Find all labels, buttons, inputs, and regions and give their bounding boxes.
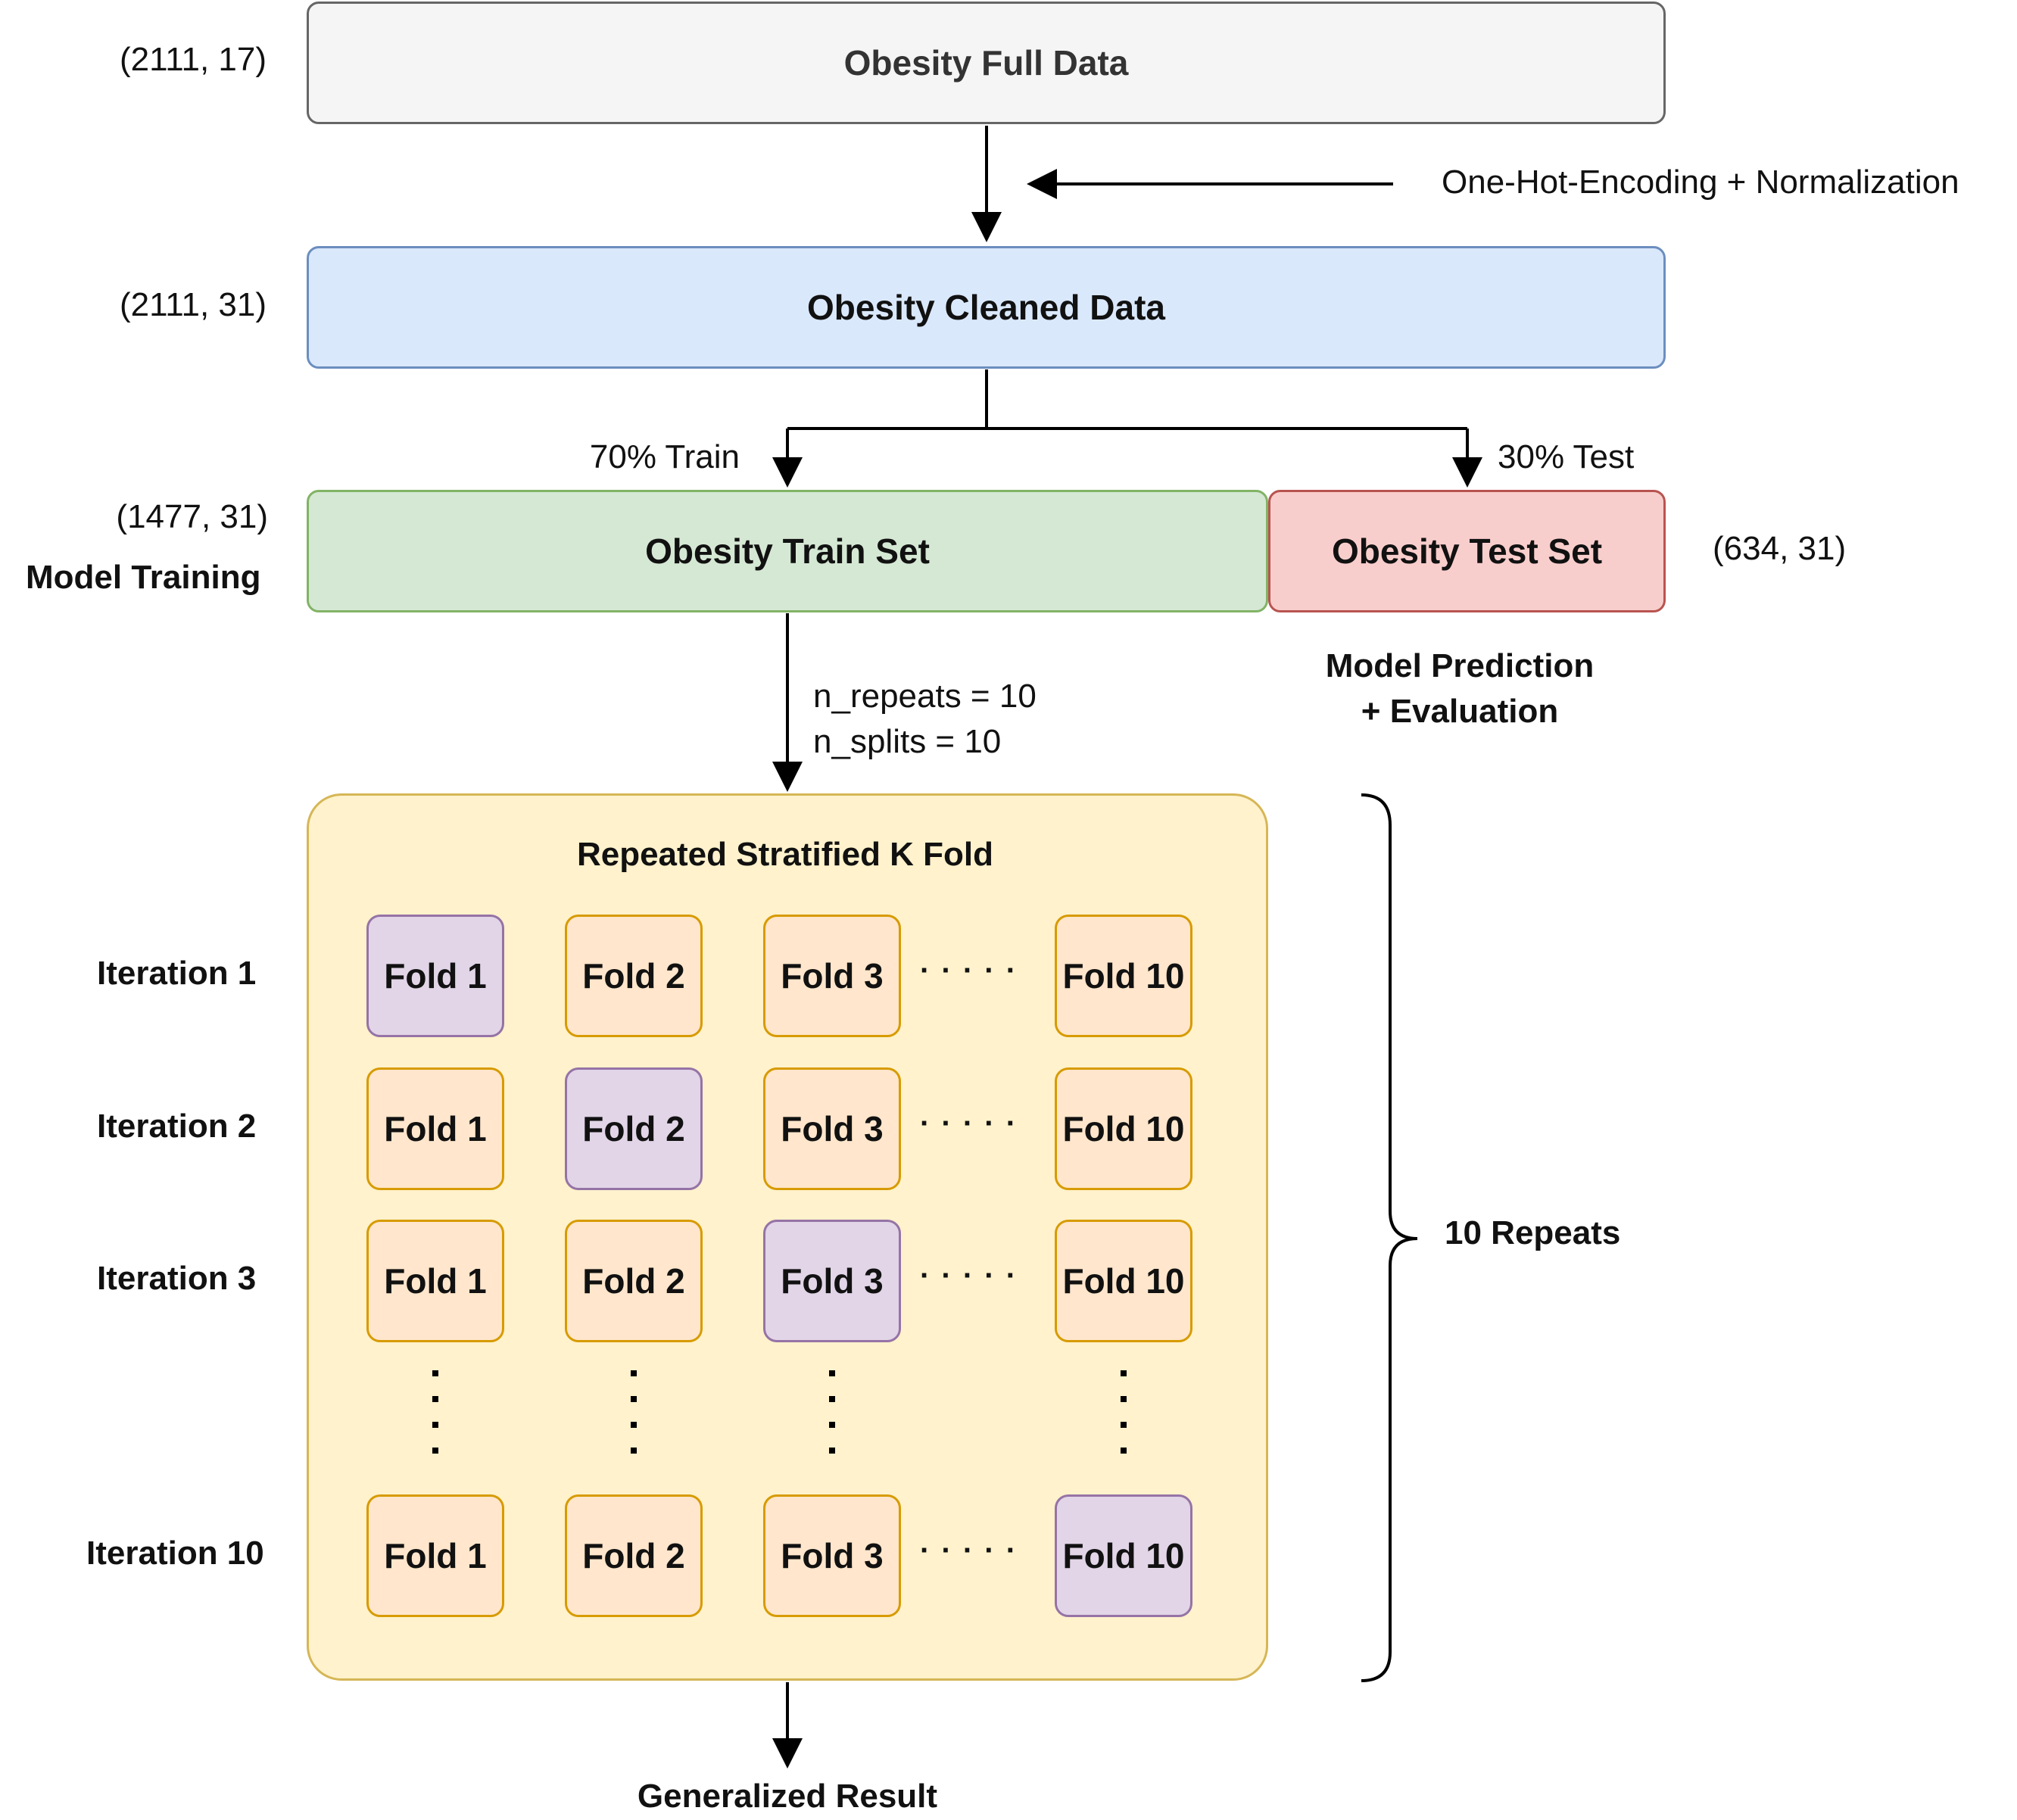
vertical-ellipsis-dot (432, 1396, 438, 1402)
test-set-shape: (634, 31) (1713, 530, 1847, 567)
model-training-label: Model Training (26, 559, 261, 596)
vertical-ellipsis-dot (829, 1448, 835, 1454)
vertical-ellipsis-dot (829, 1422, 835, 1428)
model-prediction-line1: Model Prediction (1325, 647, 1595, 684)
fold-label: Fold 1 (384, 956, 487, 996)
train-split-label: 70% Train (589, 438, 740, 475)
training-fold: Fold 1 (366, 1494, 504, 1617)
horizontal-ellipsis: · · · · · (920, 1259, 1018, 1292)
full-data-label: Obesity Full Data (843, 43, 1129, 83)
fold-label: Fold 10 (1062, 956, 1185, 996)
model-prediction-line2: + Evaluation (1361, 693, 1559, 730)
vertical-ellipsis-dot (829, 1396, 835, 1402)
fold-label: Fold 3 (781, 956, 884, 996)
training-fold: Fold 3 (763, 915, 901, 1037)
full-data-shape: (2111, 17) (119, 41, 267, 78)
generalized-result-label: Generalized Result (637, 1778, 938, 1815)
vertical-ellipsis-dot (1121, 1396, 1127, 1402)
train-set-shape: (1477, 31) (116, 498, 268, 535)
train-set-label: Obesity Train Set (645, 531, 930, 571)
vertical-ellipsis-dot (631, 1396, 637, 1402)
cleaned-data-label: Obesity Cleaned Data (807, 288, 1165, 327)
validation-fold: Fold 3 (763, 1220, 901, 1342)
training-fold: Fold 10 (1055, 1220, 1192, 1342)
fold-label: Fold 1 (384, 1109, 487, 1148)
vertical-ellipsis-dot (631, 1448, 637, 1454)
vertical-ellipsis-dot (1121, 1422, 1127, 1428)
training-fold: Fold 2 (565, 1220, 703, 1342)
preprocessing-label: One-Hot-Encoding + Normalization (1442, 164, 1959, 201)
horizontal-ellipsis: · · · · · (920, 1107, 1018, 1140)
vertical-ellipsis-dot (1121, 1448, 1127, 1454)
training-fold: Fold 1 (366, 1067, 504, 1190)
repeats-label: 10 Repeats (1445, 1214, 1621, 1251)
fold-label: Fold 1 (384, 1261, 487, 1301)
kfold-title: Repeated Stratified K Fold (576, 836, 994, 873)
fold-label: Fold 2 (582, 956, 685, 996)
split-connector (787, 369, 988, 430)
fold-label: Fold 1 (384, 1536, 487, 1575)
fold-label: Fold 3 (781, 1536, 884, 1575)
training-fold: Fold 3 (763, 1067, 901, 1190)
vertical-ellipsis-dot (829, 1370, 835, 1376)
iteration-label: Iteration 2 (97, 1108, 257, 1145)
iteration-label: Iteration 3 (97, 1260, 257, 1297)
n-repeats-label: n_repeats = 10 (813, 678, 1037, 715)
training-fold: Fold 10 (1055, 915, 1192, 1037)
validation-fold: Fold 2 (565, 1067, 703, 1190)
horizontal-ellipsis: · · · · · (920, 954, 1018, 987)
repeats-brace (1361, 793, 1418, 1682)
test-split-label: 30% Test (1498, 438, 1635, 475)
training-fold: Fold 10 (1055, 1067, 1192, 1190)
training-fold: Fold 2 (565, 915, 703, 1037)
training-fold: Fold 3 (763, 1494, 901, 1617)
test-set-box: Obesity Test Set (1268, 490, 1666, 612)
vertical-ellipsis-dot (432, 1370, 438, 1376)
fold-label: Fold 3 (781, 1109, 884, 1148)
fold-label: Fold 2 (582, 1536, 685, 1575)
vertical-ellipsis-dot (631, 1370, 637, 1376)
fold-label: Fold 10 (1062, 1261, 1185, 1301)
training-fold: Fold 1 (366, 1220, 504, 1342)
validation-fold: Fold 10 (1055, 1494, 1192, 1617)
n-splits-label: n_splits = 10 (813, 723, 1002, 760)
cleaned-data-shape: (2111, 31) (119, 286, 267, 323)
fold-label: Fold 2 (582, 1261, 685, 1301)
vertical-ellipsis-dot (1121, 1370, 1127, 1376)
iteration-label: Iteration 10 (86, 1535, 264, 1572)
fold-label: Fold 3 (781, 1261, 884, 1301)
iteration-label: Iteration 1 (97, 955, 257, 992)
model-prediction-label: Model Prediction + Evaluation (1326, 644, 1594, 734)
training-fold: Fold 2 (565, 1494, 703, 1617)
vertical-ellipsis-dot (432, 1422, 438, 1428)
train-set-box: Obesity Train Set (307, 490, 1268, 612)
fold-label: Fold 10 (1062, 1536, 1185, 1575)
validation-fold: Fold 1 (366, 915, 504, 1037)
vertical-ellipsis-dot (432, 1448, 438, 1454)
cv-params: n_repeats = 10 n_splits = 10 (813, 674, 1037, 765)
cleaned-data-box: Obesity Cleaned Data (307, 246, 1666, 369)
test-set-label: Obesity Test Set (1331, 531, 1603, 571)
fold-label: Fold 10 (1062, 1109, 1185, 1148)
vertical-ellipsis-dot (631, 1422, 637, 1428)
fold-label: Fold 2 (582, 1109, 685, 1148)
horizontal-ellipsis: · · · · · (920, 1534, 1018, 1567)
full-data-box: Obesity Full Data (307, 2, 1666, 124)
